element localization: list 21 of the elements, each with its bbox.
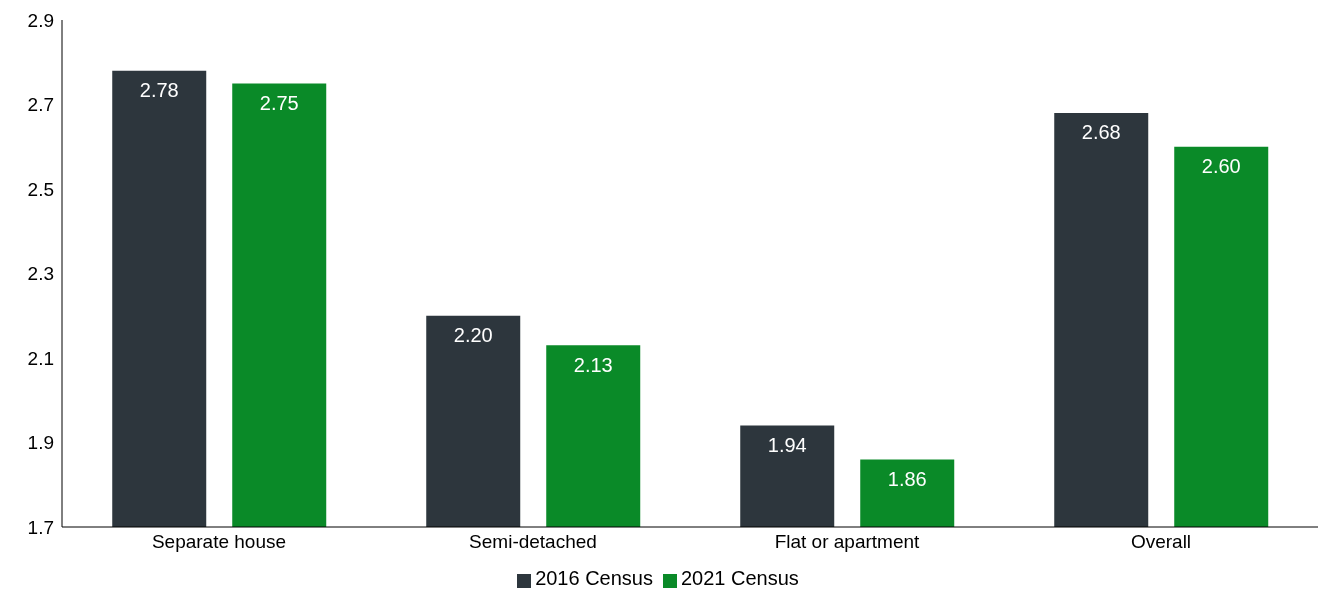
data-label: 2.13 xyxy=(573,353,613,376)
y-tick-label: 1.7 xyxy=(27,516,54,538)
data-label: 2.68 xyxy=(1081,121,1121,144)
y-tick-label: 2.3 xyxy=(27,263,54,285)
x-tick-label: Flat or apartment xyxy=(774,531,921,553)
data-label: 2.78 xyxy=(139,78,179,101)
x-tick-label: Separate house xyxy=(151,531,287,553)
data-label: 2.20 xyxy=(453,323,493,346)
data-label: 1.94 xyxy=(767,433,807,456)
y-tick-label: 2.7 xyxy=(27,94,54,116)
y-tick-label: 2.9 xyxy=(27,9,54,31)
y-tick-label: 2.5 xyxy=(27,178,54,200)
legend-label: 2016 Census xyxy=(535,567,653,589)
data-label: 2.75 xyxy=(259,91,299,114)
data-label: 2.60 xyxy=(1201,154,1241,177)
data-label: 1.86 xyxy=(887,467,927,490)
x-tick-label: Semi-detached xyxy=(469,531,597,553)
y-tick-label: 1.9 xyxy=(27,432,54,454)
y-tick-label: 2.1 xyxy=(27,347,54,369)
x-tick-label: Overall xyxy=(1130,531,1192,553)
legend-label: 2021 Census xyxy=(681,567,799,589)
